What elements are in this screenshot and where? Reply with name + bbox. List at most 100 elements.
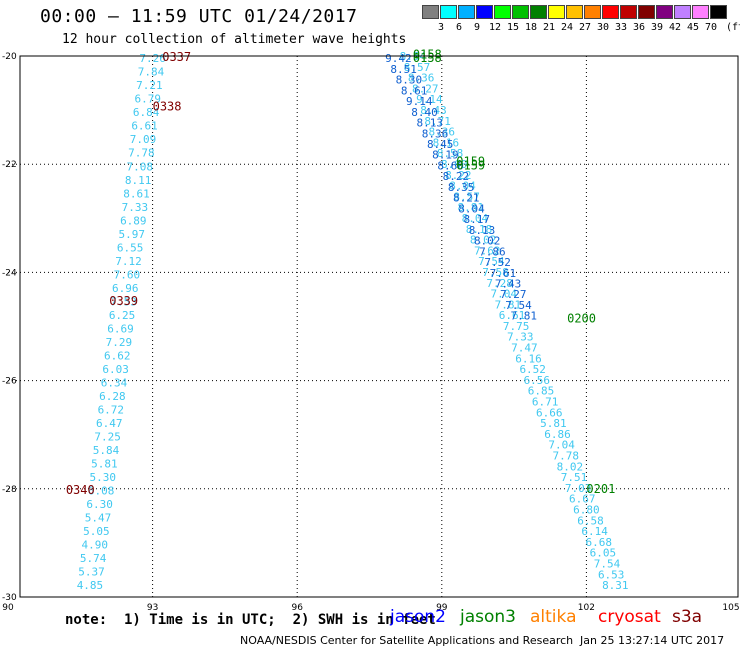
colorbar-label: 42 [668,22,682,33]
wave-height-reading: 7.43 [495,277,522,290]
wave-height-reading: 8.36 [422,127,449,140]
wave-height-reading: 6.34 [101,376,128,389]
wave-height-reading: 6.03 [102,363,129,376]
wave-height-reading: 6.47 [96,417,123,430]
wave-height-reading: 7.29 [106,336,133,349]
y-tick-label: -26 [2,377,17,387]
colorbar-label: 30 [596,22,610,33]
wave-height-reading: 8.13 [469,224,496,237]
wave-height-reading: 8.22 [445,169,472,182]
wave-height-reading: 8.57 [404,61,431,74]
pass-time-label: 0159 [456,154,485,168]
wave-height-reading: 7.33 [507,331,534,344]
legend-cryosat: cryosat [598,607,661,627]
x-tick-label: 105 [722,603,739,612]
map-subtitle: 12 hour collection of altimeter wave hei… [62,32,407,47]
wave-height-reading: 7.47 [511,342,538,355]
wave-height-reading: 7.84 [138,66,165,79]
pass-time-label: 0201 [586,482,615,496]
colorbar-label: 24 [560,22,574,33]
wave-height-reading: 8.45 [427,138,454,151]
wave-height-reading: 6.71 [532,396,559,409]
wave-height-reading: 7.08 [126,160,153,173]
wave-height-reading: 6.89 [120,214,147,227]
wave-height-reading: 6.80 [573,504,600,517]
wave-height-reading: 7.25 [94,430,121,443]
colorbar-swatch [584,5,601,19]
wave-height-reading: 7.81 [495,298,522,311]
colorbar-swatch [494,5,511,19]
legend-jason3: jason3 [460,607,516,627]
wave-height-reading: 6.68 [586,536,613,549]
wave-height-reading: 7.54 [505,299,532,312]
wave-height-reading: 7.28 [486,277,513,290]
x-tick-label: 93 [147,603,158,612]
wave-height-reading: 8.13 [417,117,444,130]
y-tick-label: -30 [2,593,17,603]
wave-height-reading: 6.52 [519,363,546,376]
wave-height-reading: 7.78 [552,450,579,463]
colorbar-label: 15 [506,22,520,33]
colorbar-label: 9 [473,22,481,33]
colorbar-label: 33 [614,22,628,33]
wave-height-reading: 8.04 [458,202,485,215]
wave-height-reading: 5.97 [118,228,145,241]
legend-s3a: s3a [672,607,703,627]
wave-height-reading: 6.79 [135,93,162,106]
legend-jason2: jason2 [390,607,446,627]
wave-height-reading: 6.84 [133,106,160,119]
wave-height-reading: 5.05 [83,525,110,538]
pass-time-label: 0200 [567,311,596,325]
wave-height-reading: 8.61 [401,84,428,97]
wave-height-reading: 8.21 [453,192,480,205]
wave-height-reading: 5.37 [78,566,105,579]
wave-height-reading: 7.26 [139,52,166,65]
wave-height-reading: 7.33 [122,201,149,214]
colorbar-swatch [638,5,655,19]
colorbar-swatch [422,5,439,19]
wave-height-reading: 5.30 [90,471,117,484]
wave-height-reading: 7.75 [503,320,530,333]
colorbar-swatch [566,5,583,19]
colorbar-label: 70 [704,22,718,33]
legend-altika: altika [530,607,577,627]
wave-height-reading: 8.04 [449,180,476,193]
colorbar-swatch [692,5,709,19]
map-grid [8,56,731,597]
x-tick-label: 102 [578,603,595,612]
wave-height-reading: 6.14 [581,525,608,538]
wave-height-reading: 8.27 [412,82,439,95]
y-tick-label: -28 [2,485,17,495]
wave-height-reading: 7.81 [510,310,537,323]
map-frame [19,55,739,598]
colorbar-swatch [620,5,637,19]
wave-height-reading: 8.58 [437,147,464,160]
x-tick-label: 96 [291,603,303,612]
y-tick-label: -20 [2,52,17,62]
wave-height-reading: 8.43 [420,104,447,117]
colorbar-unit: (ft) [726,22,740,33]
satellite-tracks: 7.267.847.216.796.846.617.097.787.088.11… [77,50,629,592]
wave-height-reading: 7.60 [114,268,141,281]
wave-height-reading: 7.54 [478,255,505,268]
colorbar-label: 27 [578,22,592,33]
wave-height-reading: 6.62 [104,349,131,362]
pass-time-label: 0159 [456,158,485,172]
wave-height-reading: 6.72 [98,403,125,416]
wave-height-reading: 8.30 [396,74,423,87]
wave-height-reading: 7.62 [474,244,501,257]
wave-height-reading: 8.60 [437,159,464,172]
wave-height-reading: 7.12 [115,255,142,268]
x-tick-label: 90 [2,603,14,612]
colorbar-label: 39 [650,22,664,33]
pass-time-label: 0158 [413,51,442,65]
wave-height-reading: 7.03 [565,482,592,495]
pass-time-label: 0158 [413,47,442,61]
wave-height-reading: 6.96 [112,282,139,295]
colorbar-swatch [440,5,457,19]
wave-height-reading: 7.51 [561,471,588,484]
wave-height-reading: 9.42 [385,52,412,65]
colorbar-swatch [656,5,673,19]
wave-height-reading: 6.85 [528,385,555,398]
